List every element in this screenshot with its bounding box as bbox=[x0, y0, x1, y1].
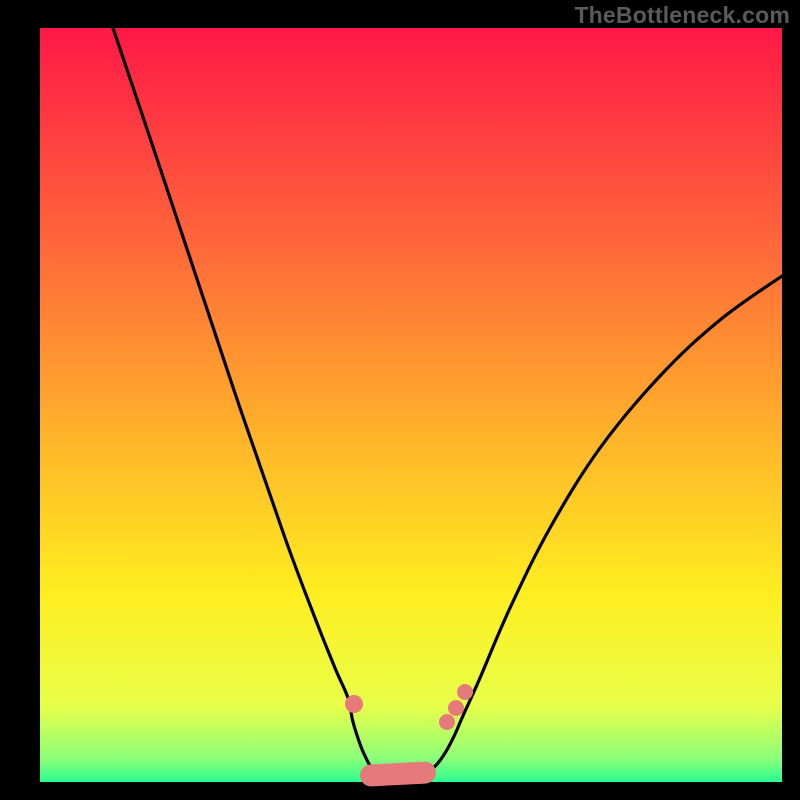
marker-dot bbox=[439, 714, 455, 730]
chart-frame: TheBottleneck.com bbox=[0, 0, 800, 800]
curve-layer bbox=[0, 0, 800, 800]
bottleneck-curve bbox=[113, 28, 782, 780]
marker-dot bbox=[448, 700, 464, 716]
curve-group bbox=[113, 28, 782, 780]
marker-dot bbox=[345, 695, 363, 713]
marker-pill bbox=[359, 761, 436, 787]
marker-dot bbox=[457, 684, 473, 700]
